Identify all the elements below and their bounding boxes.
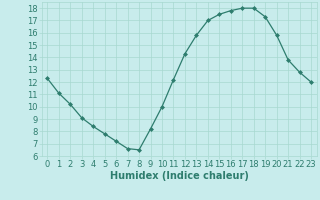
X-axis label: Humidex (Indice chaleur): Humidex (Indice chaleur): [110, 171, 249, 181]
